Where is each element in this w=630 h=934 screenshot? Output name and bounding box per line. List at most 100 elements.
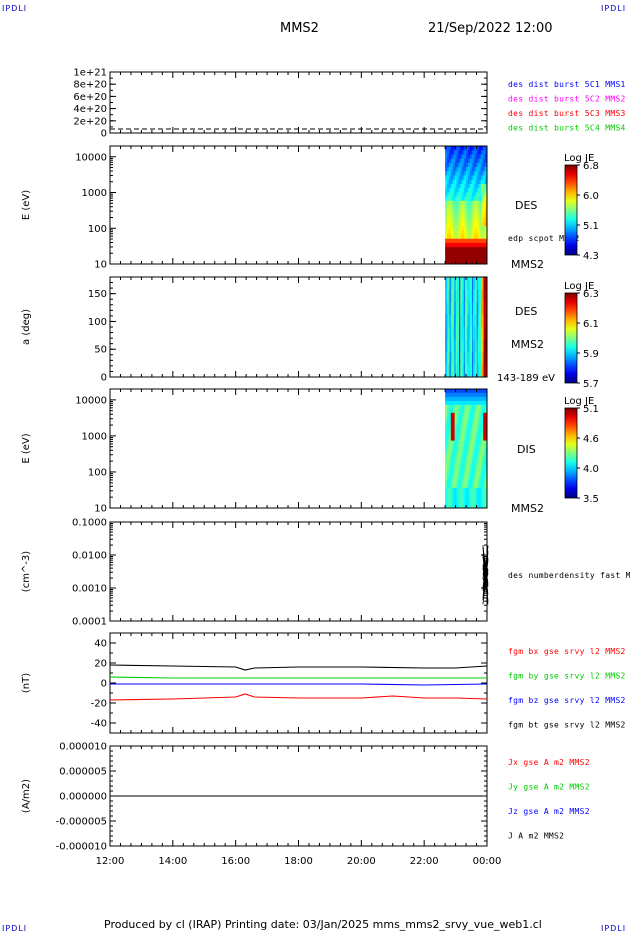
- spectrogram-cell: [475, 289, 478, 303]
- spectrogram-cell: [460, 404, 463, 410]
- spectrogram-cell: [473, 504, 477, 509]
- spectrogram-cell: [469, 179, 473, 185]
- spectrogram-cell: [469, 436, 473, 442]
- spectrogram-cell: [448, 230, 452, 235]
- spectrogram-cell: [460, 251, 463, 257]
- spectrogram-cell: [481, 175, 484, 181]
- spectrogram-cell: [462, 259, 465, 265]
- spectrogram-cell: [447, 247, 450, 252]
- spectrogram-cell: [475, 230, 478, 235]
- spectrogram-cell: [460, 492, 463, 497]
- spectrogram-cell: [447, 404, 450, 410]
- spectrogram-cell: [485, 226, 488, 231]
- spectrogram-cell: [466, 440, 469, 446]
- spectrogram-cell: [473, 179, 477, 185]
- spectrogram-cell: [464, 230, 467, 235]
- spectrogram-cell: [449, 364, 452, 378]
- legend-entry: fgm bx gse srvy l2 MMS2: [508, 647, 626, 656]
- y-tick-label: 100: [88, 467, 107, 478]
- spectrogram-cell: [463, 339, 466, 353]
- spectrogram-cell: [450, 183, 454, 189]
- spectrogram-cell: [447, 158, 450, 164]
- spectrogram-cell: [482, 277, 485, 290]
- y-tick-label: 0.0100: [72, 551, 107, 562]
- legend-entry: des dist burst 5C1 MMS1: [508, 80, 626, 89]
- spectrogram-cell: [459, 314, 461, 328]
- y-axis-label: E (eV): [21, 433, 32, 463]
- spectrogram-cell: [448, 436, 452, 442]
- spectrogram-cell: [464, 408, 467, 414]
- spectrogram-cell: [460, 424, 463, 430]
- spectrogram-cell: [468, 277, 471, 290]
- spectrogram-cell: [452, 420, 456, 426]
- spectrogram-cell: [454, 432, 458, 438]
- spectrogram-cell: [462, 460, 465, 465]
- spectrogram-cell: [483, 247, 486, 252]
- spectrogram-cell: [456, 460, 459, 465]
- spectrogram-cell: [483, 171, 486, 176]
- spectrogram-cell: [445, 302, 447, 315]
- spectrogram-cell: [475, 167, 478, 172]
- spectrogram-cell: [456, 500, 459, 505]
- spectrogram-cell: [475, 209, 478, 214]
- spectrogram-cell: [467, 277, 469, 290]
- spectrogram-cell: [462, 188, 465, 193]
- spectrogram-cell: [447, 179, 450, 185]
- spectrogram-cell: [479, 496, 482, 501]
- spectrogram-cell: [449, 302, 452, 315]
- spectrogram-cell: [448, 472, 452, 477]
- spectrogram-cell: [447, 448, 450, 453]
- spectrogram-cell: [452, 352, 454, 365]
- spectrogram-cell: [485, 404, 488, 410]
- spectrogram-cell: [461, 314, 464, 328]
- spectrogram-cell: [452, 327, 454, 340]
- spectrogram-cell: [466, 188, 469, 193]
- spectrogram-cell: [481, 476, 484, 481]
- y-tick-label: 1e+21: [73, 68, 107, 79]
- spectrogram-cell: [456, 352, 459, 365]
- spectrogram-cell: [447, 452, 450, 457]
- spectrogram-cell: [458, 221, 461, 227]
- spectrogram-cell: [448, 242, 452, 248]
- spectrogram-cell: [445, 200, 448, 206]
- spectrogram-cell: [482, 352, 485, 365]
- spectrogram-cell: [485, 448, 488, 453]
- spectrogram-cell: [458, 188, 461, 193]
- spectrogram-cell: [483, 460, 486, 465]
- spectrogram-cell: [473, 205, 477, 210]
- spectrogram-cell: [483, 436, 486, 442]
- spectrogram-cell: [481, 255, 484, 261]
- spectrogram-cell: [464, 436, 467, 442]
- spectrogram-cell: [456, 496, 459, 501]
- corner-label-top-left: IPDLI: [2, 4, 28, 13]
- spectrogram-cell: [474, 302, 476, 315]
- spectrogram-cell: [483, 238, 486, 244]
- spectrogram-cell: [452, 230, 456, 235]
- spectrogram-cell: [467, 396, 471, 402]
- spectrogram-cell: [483, 200, 486, 206]
- spectrogram-cell: [466, 464, 469, 469]
- spectrogram-cell: [466, 480, 469, 485]
- spectrogram-cell: [477, 205, 480, 210]
- spectrogram-cell: [479, 205, 482, 210]
- spectrogram-cell: [456, 221, 459, 227]
- spectrogram-cell: [459, 364, 461, 378]
- legend-entry: Jz gse A m2 MMS2: [508, 807, 590, 816]
- spectrogram-cell: [456, 171, 459, 176]
- spectrogram-cell: [460, 472, 463, 477]
- spectrogram-cell: [462, 234, 465, 240]
- spectrogram-cell: [466, 472, 469, 477]
- spectrogram-cell: [479, 428, 482, 434]
- spectrogram-cell: [445, 420, 448, 426]
- spectrogram-cell: [477, 238, 480, 244]
- spectrogram-cell: [485, 259, 488, 265]
- spectrogram-cell: [462, 488, 465, 493]
- spectrogram-cell: [473, 251, 477, 257]
- spectrogram-cell: [475, 217, 478, 223]
- spectrogram-cell: [448, 448, 452, 453]
- spectrogram-cell: [454, 440, 458, 446]
- spectrogram-cell: [460, 504, 463, 509]
- spectrogram-cell: [469, 150, 473, 155]
- spectrogram-cell: [469, 460, 473, 465]
- spectrogram-cell: [464, 209, 467, 214]
